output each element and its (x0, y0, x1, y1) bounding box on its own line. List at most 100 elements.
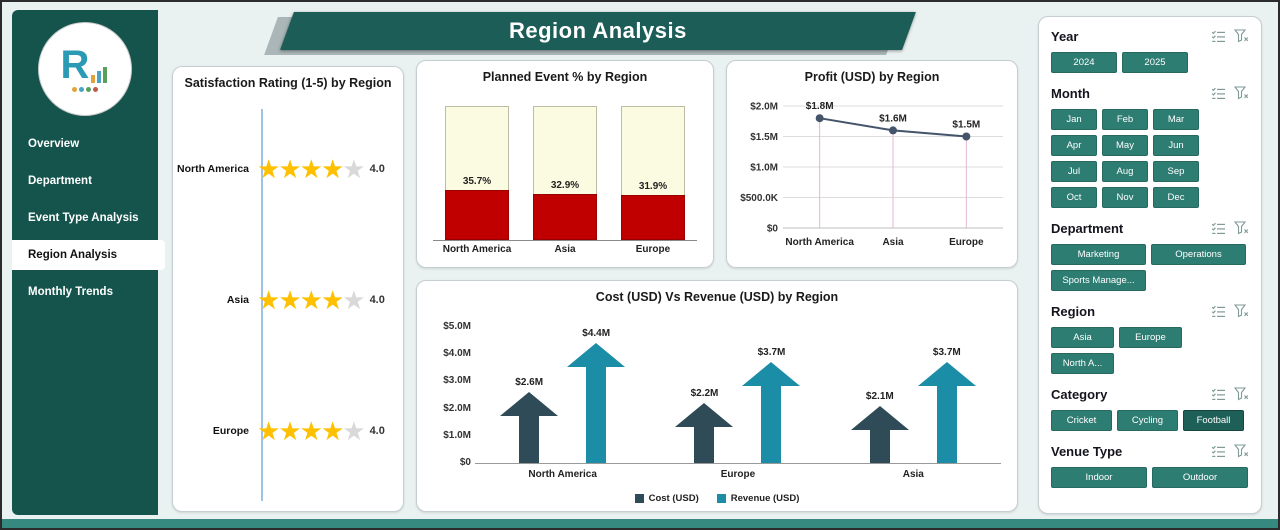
slicer-button-asia[interactable]: Asia (1051, 327, 1114, 348)
y-axis-label: $4.0M (443, 348, 471, 360)
clear-filter-icon[interactable] (1234, 444, 1249, 458)
slicer-button-cricket[interactable]: Cricket (1051, 410, 1112, 431)
slicer-button-jul[interactable]: Jul (1051, 161, 1097, 182)
slicer-button-nov[interactable]: Nov (1102, 187, 1148, 208)
svg-text:$1.6M: $1.6M (879, 113, 907, 124)
slicer-button-europe[interactable]: Europe (1119, 327, 1182, 348)
slicer-button-2024[interactable]: 2024 (1051, 52, 1117, 73)
bar-value-label: $2.6M (515, 377, 544, 388)
slicer-button-football[interactable]: Football (1183, 410, 1244, 431)
slicer-year: Year 2024 2025 (1051, 25, 1249, 73)
planned-event-chart-title: Planned Event % by Region (482, 70, 648, 84)
cost-revenue-baseline (475, 463, 1001, 464)
cost-revenue-chart-panel: Cost (USD) Vs Revenue (USD) by Region $5… (416, 280, 1018, 512)
slicer-button-operations[interactable]: Operations (1151, 244, 1246, 265)
satisfaction-row-asia: Asia ★★★★★ 4.0 (177, 287, 401, 313)
clear-filter-icon[interactable] (1234, 86, 1249, 100)
slicer-panel: Year 2024 2025 Month Jan Feb Mar Apr May Jun Jul… (1038, 16, 1262, 514)
bar-value-label: $2.2M (690, 388, 719, 399)
sidebar-item-region-analysis[interactable]: Region Analysis (12, 240, 165, 270)
satisfaction-row-europe: Europe ★★★★★ 4.0 (177, 418, 401, 444)
planned-event-chart-panel: Planned Event % by Region 35.7% 32.9% 31.9… (416, 60, 714, 268)
slicer-button-sep[interactable]: Sep (1153, 161, 1199, 182)
legend-item-revenue-usd: Revenue (USD) (716, 493, 799, 504)
slicer-button-north-a[interactable]: North A... (1051, 353, 1114, 374)
slicer-button-may[interactable]: May (1102, 135, 1148, 156)
multi-select-icon[interactable] (1211, 445, 1226, 458)
slicer-button-cycling[interactable]: Cycling (1117, 410, 1178, 431)
slicer-button-apr[interactable]: Apr (1051, 135, 1097, 156)
slicer-title: Department (1051, 220, 1124, 236)
ribbon-banner: Region Analysis (280, 12, 916, 50)
bar-group-north-america: $2.6M $4.4M North America (500, 328, 626, 480)
slicer-button-feb[interactable]: Feb (1102, 109, 1148, 130)
legend-label: Cost (USD) (648, 493, 699, 504)
slicer-button-2025[interactable]: 2025 (1122, 52, 1188, 73)
slicer-button-mar[interactable]: Mar (1153, 109, 1199, 130)
star-rating-icons: ★★★★★ (257, 416, 366, 447)
sidebar-item-monthly-trends[interactable]: Monthly Trends (28, 286, 113, 298)
satisfaction-chart-title: Satisfaction Rating (1-5) by Region (184, 76, 392, 90)
planned-value-label: 35.7% (462, 175, 492, 187)
x-axis-label: North America (528, 469, 597, 480)
svg-text:$500.0K: $500.0K (740, 193, 779, 204)
sidebar-item-event-type-analysis[interactable]: Event Type Analysis (28, 212, 139, 224)
star-filled-icon: ★ (320, 153, 344, 184)
slicer-button-aug[interactable]: Aug (1102, 161, 1148, 182)
multi-select-icon[interactable] (1211, 87, 1226, 100)
cost-usd-arrow-bar: $2.2M (675, 388, 734, 463)
slicer-button-marketing[interactable]: Marketing (1051, 244, 1146, 265)
bar-value-label: $2.1M (865, 391, 894, 402)
star-filled-icon: ★ (320, 284, 344, 315)
star-filled-icon: ★ (320, 416, 344, 447)
slicer-category: Category Cricket Cycling Football (1051, 383, 1249, 431)
clear-filter-icon[interactable] (1234, 221, 1249, 235)
slicer-title: Venue Type (1051, 443, 1123, 459)
slicer-button-jun[interactable]: Jun (1153, 135, 1199, 156)
cost-usd-arrow-bar: $2.1M (850, 391, 909, 463)
slicer-button-indoor[interactable]: Indoor (1051, 467, 1147, 488)
cost-revenue-chart: $2.6M $4.4M North America $2.2M $3.7M Europe $… (475, 327, 1001, 480)
svg-text:Europe: Europe (949, 237, 984, 248)
category-axis-line (261, 109, 263, 501)
planned-value-label: 31.9% (638, 180, 668, 192)
bar-value-label: $4.4M (582, 328, 611, 339)
multi-select-icon[interactable] (1211, 388, 1226, 401)
svg-text:$1.5M: $1.5M (952, 119, 980, 130)
star-filled-icon: ★ (299, 416, 323, 447)
clear-filter-icon[interactable] (1234, 387, 1249, 401)
slicer-button-sports-manage[interactable]: Sports Manage... (1051, 270, 1146, 291)
x-axis-label: Europe (635, 243, 671, 255)
cost-revenue-legend: Cost (USD) Revenue (USD) (417, 493, 1017, 504)
y-axis-label: $1.0M (443, 429, 471, 441)
slicer-month: Month Jan Feb Mar Apr May Jun Jul Aug Sep Oct Nov D… (1051, 82, 1249, 208)
svg-text:North America: North America (785, 237, 854, 248)
star-empty-icon: ★ (342, 153, 365, 184)
sidebar: R Overview Department Event Type Analysis R… (12, 10, 165, 515)
satisfaction-row-north-america: North America ★★★★★ 4.0 (177, 156, 401, 182)
sidebar-item-department[interactable]: Department (28, 175, 92, 187)
slicer-button-jan[interactable]: Jan (1051, 109, 1097, 130)
star-filled-icon: ★ (299, 153, 323, 184)
clear-filter-icon[interactable] (1234, 304, 1249, 318)
sidebar-item-overview[interactable]: Overview (28, 138, 80, 150)
slicers: Year 2024 2025 Month Jan Feb Mar Apr May Jun Jul… (1051, 25, 1249, 488)
category-label: Asia (226, 293, 249, 306)
multi-select-icon[interactable] (1211, 305, 1226, 318)
bar-group-europe: $2.2M $3.7M Europe (675, 347, 801, 480)
clear-filter-icon[interactable] (1234, 29, 1249, 43)
star-filled-icon: ★ (257, 153, 280, 184)
rating-value: 4.0 (369, 162, 385, 175)
star-empty-icon: ★ (342, 416, 365, 447)
svg-text:Asia: Asia (882, 237, 904, 248)
bar-group-asia: $2.1M $3.7M Asia (850, 347, 976, 480)
bottom-accent-strip (2, 519, 1278, 528)
slicer-button-outdoor[interactable]: Outdoor (1152, 467, 1248, 488)
multi-select-icon[interactable] (1211, 222, 1226, 235)
slicer-button-oct[interactable]: Oct (1051, 187, 1097, 208)
slicer-button-dec[interactable]: Dec (1153, 187, 1199, 208)
multi-select-icon[interactable] (1211, 30, 1226, 43)
category-label: North America (177, 162, 249, 175)
rating-value: 4.0 (369, 425, 385, 438)
